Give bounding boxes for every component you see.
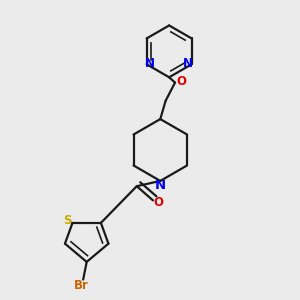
Text: N: N xyxy=(183,57,193,70)
Text: S: S xyxy=(64,214,72,227)
Text: Br: Br xyxy=(74,279,89,292)
Text: O: O xyxy=(153,196,163,209)
Text: O: O xyxy=(176,75,187,88)
Text: N: N xyxy=(155,179,166,192)
Text: N: N xyxy=(145,57,155,70)
